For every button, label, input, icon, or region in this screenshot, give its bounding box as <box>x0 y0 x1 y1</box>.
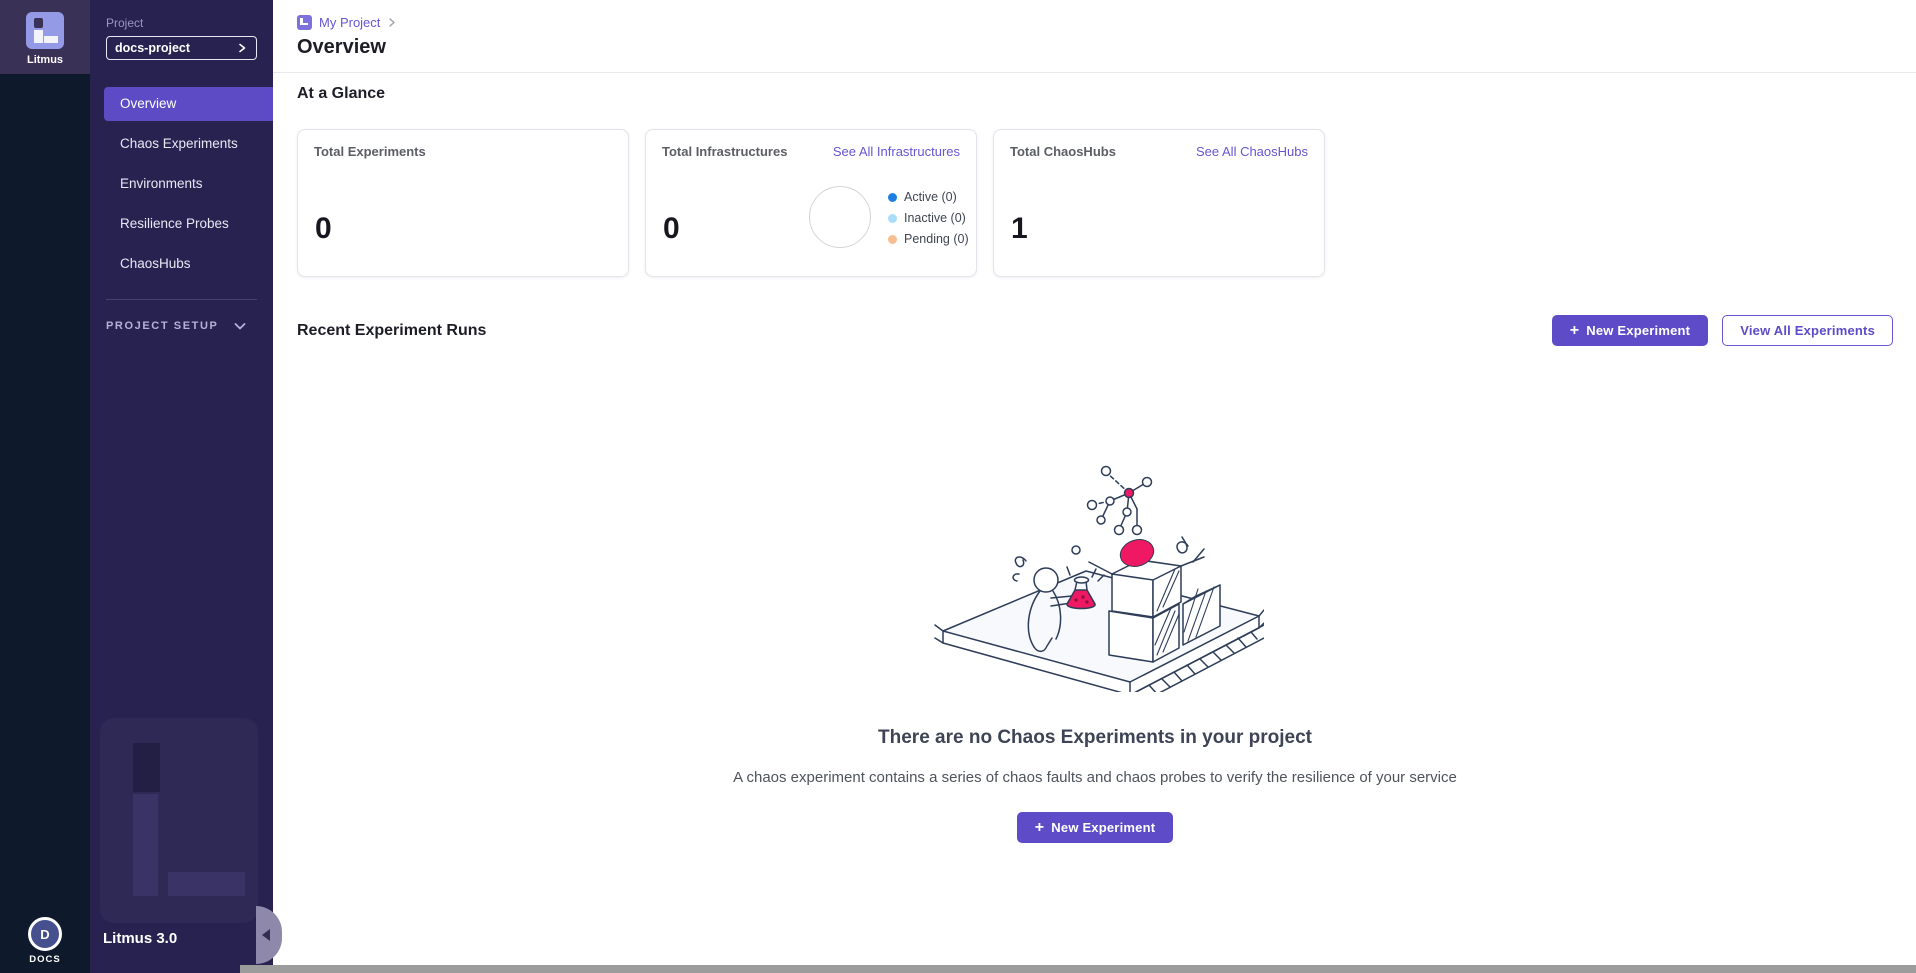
empty-state-description: A chaos experiment contains a series of … <box>733 769 1457 786</box>
legend-row-pending: Pending (0) <box>888 232 969 246</box>
docs-icon: D <box>28 917 62 951</box>
infrastructures-donut-chart <box>809 186 871 248</box>
empty-state: There are no Chaos Experiments in your p… <box>297 346 1893 843</box>
project-setup-toggle[interactable]: PROJECT SETUP <box>106 320 273 332</box>
chaos-experiment-illustration <box>934 465 1265 702</box>
project-sidebar: Project docs-project Overview Chaos Expe… <box>90 0 273 973</box>
glance-cards: Total Experiments 0 Total Infrastructure… <box>297 129 1893 277</box>
project-setup-label: PROJECT SETUP <box>106 320 219 332</box>
collapse-arrow-icon <box>262 929 270 941</box>
docs-button[interactable]: D DOCS <box>0 917 90 965</box>
app-rail: Litmus D DOCS <box>0 0 90 973</box>
docs-label: DOCS <box>29 954 61 965</box>
breadcrumb: My Project <box>273 0 1916 31</box>
plus-icon: + <box>1569 321 1580 339</box>
at-a-glance-heading: At a Glance <box>297 85 386 102</box>
litmus-brand-label: Litmus <box>26 54 64 66</box>
new-experiment-button[interactable]: + New Experiment <box>1551 315 1709 346</box>
sidebar-item-resilience-probes[interactable]: Resilience Probes <box>120 216 229 231</box>
logo-dot-shape <box>34 18 43 28</box>
watermark-vbar <box>133 794 158 896</box>
total-infrastructures-value: 0 <box>663 212 680 245</box>
legend-row-inactive: Inactive (0) <box>888 211 969 225</box>
chevron-down-icon <box>234 323 245 330</box>
legend-label: Pending (0) <box>904 232 969 246</box>
card-label: Total ChaosHubs <box>1010 144 1116 159</box>
sidebar-item-chaoshubs[interactable]: ChaosHubs <box>120 256 191 271</box>
new-experiment-button-center[interactable]: + New Experiment <box>1016 812 1174 843</box>
logo-vbar-shape <box>34 30 43 43</box>
watermark-hbar <box>168 872 245 896</box>
view-all-experiments-label: View All Experiments <box>1740 323 1875 338</box>
new-experiment-label: New Experiment <box>1586 323 1691 338</box>
sidebar-divider <box>106 299 257 300</box>
recent-experiment-runs-heading: Recent Experiment Runs <box>297 321 487 339</box>
legend-label: Active (0) <box>904 190 957 204</box>
card-total-infrastructures: Total Infrastructures See All Infrastruc… <box>645 129 977 277</box>
legend-label: Inactive (0) <box>904 211 966 225</box>
new-experiment-label: New Experiment <box>1051 820 1156 835</box>
plus-icon: + <box>1034 818 1045 836</box>
sidebar-nav: Overview Chaos Experiments Environments … <box>90 87 273 281</box>
project-label: Project <box>106 16 144 30</box>
main-content: My Project Overview At a Glance Total Ex… <box>273 0 1916 973</box>
project-selector[interactable]: docs-project <box>106 36 257 60</box>
horizontal-scrollbar[interactable] <box>240 965 1916 973</box>
total-experiments-value: 0 <box>315 212 332 245</box>
project-selector-value: docs-project <box>115 41 191 55</box>
active-dot-icon <box>888 192 897 202</box>
card-label: Total Experiments <box>314 144 426 159</box>
card-total-experiments: Total Experiments 0 <box>297 129 629 277</box>
card-label: Total Infrastructures <box>662 144 788 159</box>
view-all-experiments-button[interactable]: View All Experiments <box>1722 315 1893 346</box>
total-chaoshubs-value: 1 <box>1011 212 1028 245</box>
sidebar-item-overview[interactable]: Overview <box>104 87 273 121</box>
litmus-watermark <box>100 718 258 923</box>
header-divider <box>273 72 1916 73</box>
pending-dot-icon <box>888 234 897 244</box>
empty-state-heading: There are no Chaos Experiments in your p… <box>878 727 1312 748</box>
inactive-dot-icon <box>888 213 897 223</box>
version-label: Litmus 3.0 <box>103 930 178 947</box>
chevron-right-icon <box>239 43 246 53</box>
see-all-chaoshubs-link[interactable]: See All ChaosHubs <box>1195 144 1308 159</box>
page-title: Overview <box>297 36 386 58</box>
see-all-infrastructures-link[interactable]: See All Infrastructures <box>832 144 960 159</box>
logo-hbar-shape <box>44 36 58 43</box>
chevron-right-icon <box>389 17 396 27</box>
breadcrumb-my-project[interactable]: My Project <box>319 14 381 30</box>
litmus-logo-icon[interactable] <box>26 12 64 49</box>
card-total-chaoshubs: Total ChaosHubs See All ChaosHubs 1 <box>993 129 1325 277</box>
project-crumb-icon <box>297 14 312 30</box>
infrastructures-legend: Active (0) Inactive (0) Pending (0) <box>888 190 969 246</box>
legend-row-active: Active (0) <box>888 190 969 204</box>
watermark-dot <box>133 743 160 792</box>
sidebar-item-chaos-experiments[interactable]: Chaos Experiments <box>120 136 238 151</box>
sidebar-item-environments[interactable]: Environments <box>120 176 203 191</box>
